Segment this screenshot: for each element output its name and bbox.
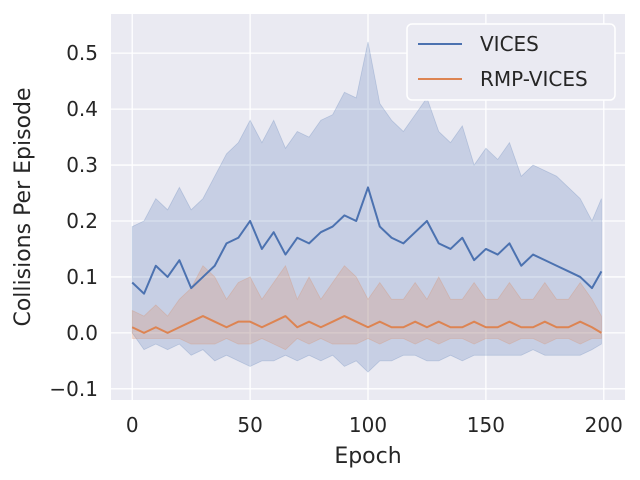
y-tick-label: 0.3 [66,153,98,177]
y-axis-label: Collisions Per Episode [11,87,36,326]
series-line-vices [131,186,603,295]
y-tick-labels: −0.1 0.0 0.1 0.2 0.3 0.4 0.5 [49,41,98,401]
x-tick-label: 50 [237,413,262,437]
y-tick-label: 0.2 [66,209,98,233]
x-tick-label: 200 [585,413,623,437]
legend: VICES RMP-VICES [406,23,616,101]
band-vices [131,41,602,373]
confidence-bands [131,41,602,373]
x-tick-label: 100 [349,413,387,437]
y-tick-label: −0.1 [49,377,98,401]
legend-label-rmp-vices: RMP-VICES [480,67,588,91]
y-tick-label: 0.0 [66,321,98,345]
grid [111,14,625,400]
series-line-rmp-vices [131,315,602,334]
y-tick-label: 0.5 [66,41,98,65]
x-tick-label: 150 [467,413,505,437]
x-axis-label: Epoch [334,444,401,469]
x-tick-labels: 0 50 100 150 200 [126,413,623,437]
y-tick-label: 0.4 [66,97,98,121]
band-rmp-vices [131,264,602,351]
series-lines [131,186,603,334]
x-tick-label: 0 [126,413,139,437]
legend-label-vices: VICES [480,32,539,56]
y-tick-label: 0.1 [66,265,98,289]
